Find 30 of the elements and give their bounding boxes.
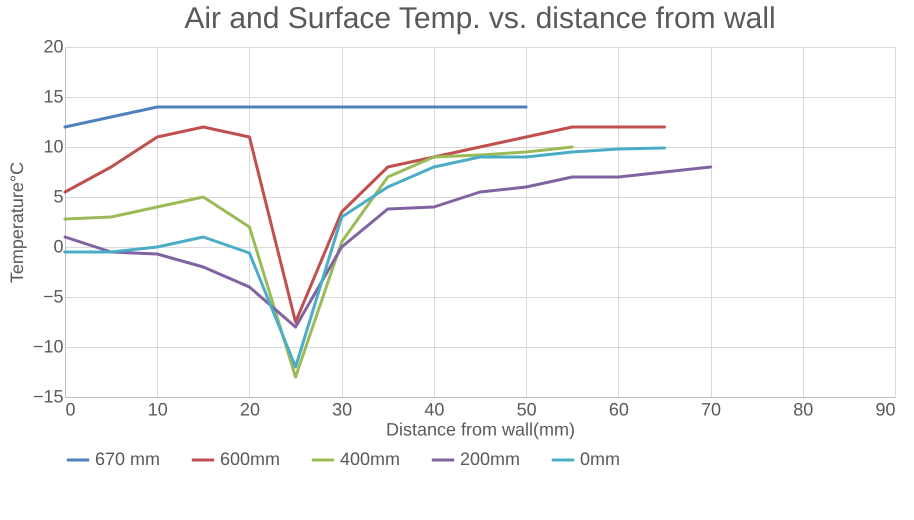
x-tick-label: 10 <box>148 400 168 420</box>
y-tick-label: −15 <box>32 386 64 406</box>
x-axis-title: Distance from wall(mm) <box>386 420 576 440</box>
x-tick-label: 20 <box>240 400 260 420</box>
legend-label: 0mm <box>580 449 620 469</box>
x-tick-label: 60 <box>608 400 629 420</box>
x-tick-label: 30 <box>332 400 352 420</box>
x-tick-label: 80 <box>793 400 814 420</box>
y-tick-label: −10 <box>32 336 64 356</box>
line-series <box>64 146 666 368</box>
legend-label: 670 mm <box>95 449 160 469</box>
line-series <box>64 126 666 324</box>
legend-label: 400mm <box>340 449 400 469</box>
y-tick-label: 0 <box>53 236 64 256</box>
x-tick-label: 50 <box>516 400 537 420</box>
y-tick-label: 15 <box>43 86 64 106</box>
x-tick-label: 70 <box>701 400 722 420</box>
chart-title: Air and Surface Temp. vs. distance from wall <box>184 2 776 35</box>
y-tick-label: −5 <box>42 286 64 306</box>
x-tick-label: 0 <box>66 400 76 420</box>
x-tick-label: 40 <box>424 400 444 420</box>
y-axis-title: Temperature°C <box>6 162 27 284</box>
line-series <box>64 146 574 378</box>
x-tick-label: 90 <box>875 400 896 420</box>
legend-label: 200mm <box>460 449 520 469</box>
y-tick-label: 10 <box>43 136 64 156</box>
y-tick-label: 5 <box>53 186 64 206</box>
y-tick-label: 20 <box>43 36 64 56</box>
line-series <box>64 166 712 328</box>
legend-label: 600mm <box>220 449 280 469</box>
